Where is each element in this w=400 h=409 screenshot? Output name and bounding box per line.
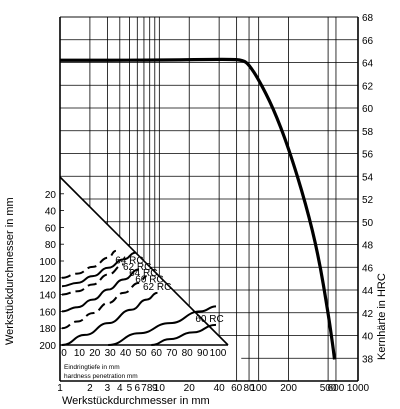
inset-x-caption-en: hardness penetration mm [64,373,138,380]
main-series [59,57,337,360]
main-x-tick-label: 8 [147,383,153,394]
main-y-tick-label: 48 [362,241,374,252]
inset-y-tick-label: 140 [39,291,56,302]
inset-x-tick-label: 70 [166,348,178,359]
inset-series-label: 64 RC [129,268,157,279]
main-y-tick-label: 58 [362,127,374,138]
inset-x-tick-label: 20 [89,348,101,359]
main-y-tick-label: 60 [362,104,374,115]
main-y-tick-label: 66 [362,36,374,47]
main-y-tick-label: 68 [362,13,374,24]
inset-x-tick-label: 60 [151,348,163,359]
inset-extra-line [151,323,217,346]
inset-series-label: 62 RC [143,282,171,293]
inset-y-tick-label: 80 [45,240,57,251]
main-y-tick-label: 50 [362,218,374,229]
inset-y-tick-label: 120 [39,274,56,285]
main-y-tick-label: 54 [362,172,374,183]
inset-series-line [61,268,140,313]
inset-y-tick-label: 100 [39,257,56,268]
main-x-tick-label: 3 [105,383,111,394]
inset-x-caption-de: Eindringtiefe in mm [64,364,120,371]
main-x-tick-label: 6 [135,383,141,394]
inset-series-label: 62 RC [123,262,151,273]
inset-x-tick-label: 100 [210,348,227,359]
inset-series-label: 60 RC [195,314,223,325]
main-x-tick-label: 40 [214,383,226,394]
main-y-tick-label: 46 [362,263,374,274]
inset-series-line [61,275,147,330]
main-x-tick-label: 9 [152,383,158,394]
inset-diagonal [59,176,229,346]
inset-y-tick-label: 40 [45,207,57,218]
x-axis-label: Werkstückdurchmesser in mm [62,395,210,407]
main-y-tick-label: 44 [362,286,374,297]
y-axis-label: Kernhärte in HRC [376,273,388,360]
main-x-tick-label: 4 [117,383,123,394]
main-x-tick-label: 200 [280,383,297,394]
main-x-tick-label: 5 [127,383,133,394]
inset-y-axis-label: Werkstückdurchmesser in mm [4,197,16,345]
main-x-tick-label: 7 [141,383,147,394]
inset-series-label: 64 RC [115,255,143,266]
main-y-tick-label: 64 [362,59,374,70]
main-x-tick-label: 60 [231,383,243,394]
inset-series-label: 60 RC [135,275,163,286]
main-hardness-curve [59,57,337,360]
main-x-tick-label: 500 [320,383,337,394]
main-grid [59,16,359,382]
main-x-tick-label: 100 [250,383,267,394]
inset-series-line [61,249,117,279]
inset-y-tick-label: 60 [45,223,57,234]
inset-series-line [61,251,137,288]
inset-series-line [61,263,124,296]
main-y-tick-label: 42 [362,309,374,320]
inset-y-tick-label: 160 [39,307,56,318]
inset-x-tick-label: 40 [120,348,132,359]
main-y-tick-label: 40 [362,332,374,343]
main-y-tick-label: 38 [362,354,374,365]
main-x-tick-label: 1 [57,383,63,394]
inset-x-tick-label: 0 [61,348,67,359]
inset-y-tick-label: 20 [45,190,57,201]
main-x-tick-label: 10 [154,383,166,394]
inset-y-tick-label: 200 [39,341,56,352]
main-x-tick-label: 80 [243,383,255,394]
main-x-tick-label: 600 [328,383,345,394]
inset-x-tick-label: 10 [74,348,86,359]
main-x-tick-label: 2 [87,383,93,394]
inset-x-tick-label: 90 [197,348,209,359]
main-y-tick-label: 62 [362,81,374,92]
main-x-tick-label: 20 [184,383,196,394]
inset-x-tick-label: 30 [105,348,117,359]
inset-series-line [108,305,217,346]
main-y-tick-label: 56 [362,150,374,161]
main-y-tick-label: 52 [362,195,374,206]
inset-extra-line [61,291,158,346]
inset-y-tick-label: 180 [39,324,56,335]
inset-x-tick-label: 80 [182,348,194,359]
main-x-tick-label: 1000 [347,383,370,394]
inset-x-tick-label: 50 [135,348,147,359]
